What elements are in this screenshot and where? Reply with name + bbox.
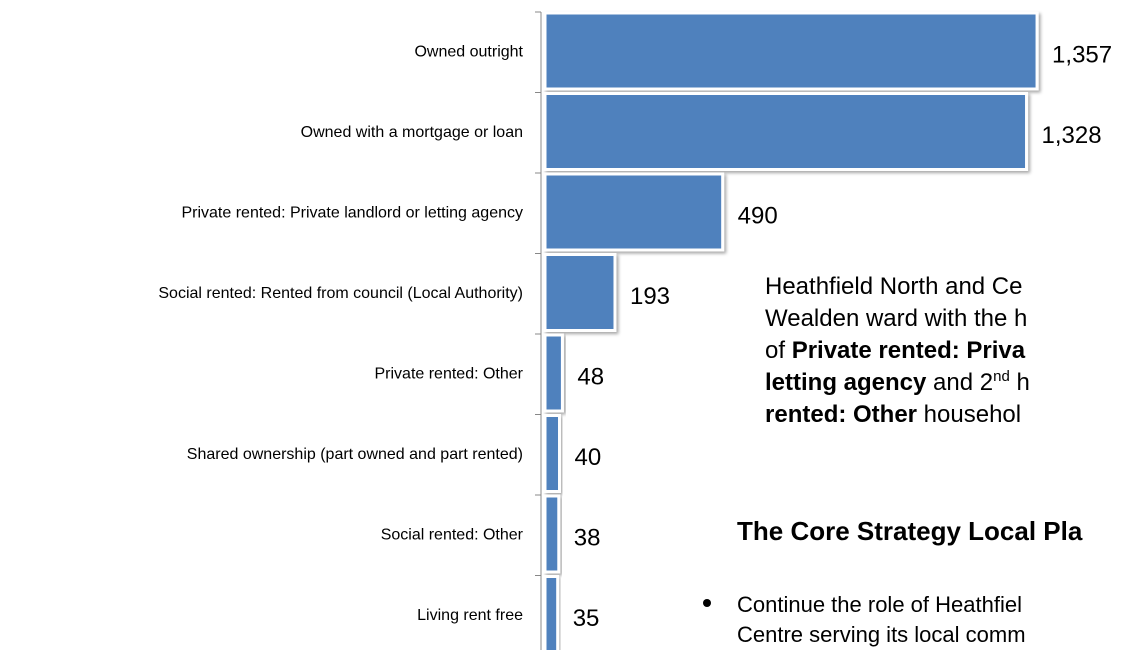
text-run: of [765,337,792,364]
heading: The Core Strategy Local Pla [737,516,1083,546]
text-run: Wealden ward with the h [765,305,1027,332]
value-label: 1,357 [1052,41,1112,68]
value-label: 193 [630,283,670,310]
bullet [703,599,711,607]
bar [543,172,725,252]
bar [543,494,561,574]
text-run: nd [993,368,1010,385]
category-label: Private rented: Private landlord or lett… [181,204,523,221]
text-run: Private rented: Priva [792,337,1026,364]
value-label: 48 [577,363,604,390]
bar [543,333,564,413]
paragraph-line: of Private rented: Priva [765,337,1026,364]
paragraph-line: Wealden ward with the h [765,305,1027,332]
category-label: Owned with a mortgage or loan [301,124,523,141]
bar [543,92,1029,171]
bullet-line: Continue the role of Heathfiel [737,592,1022,617]
category-label: Living rent free [417,607,523,624]
bar [543,253,617,332]
bar [543,414,562,493]
bullet-line: Centre serving its local comm [737,622,1026,647]
category-label: Private rented: Other [374,365,523,382]
bar [543,11,1039,91]
paragraph-line: letting agency and 2nd h [765,368,1030,396]
value-label: 40 [575,444,602,471]
category-label: Owned outright [414,43,523,60]
paragraph-line: rented: Other househol [765,401,1021,428]
text-run: and 2 [926,369,993,396]
text-run: rented: Other [765,401,917,428]
category-label: Shared ownership (part owned and part re… [187,446,523,463]
bar [543,575,560,650]
paragraph-line: Heathfield North and Ce [765,273,1022,300]
category-label: Social rented: Other [381,526,524,543]
value-label: 35 [573,605,600,632]
text-run: househol [917,401,1021,428]
value-label: 38 [574,524,601,551]
value-label: 1,328 [1042,122,1102,149]
category-label: Social rented: Rented from council (Loca… [158,285,523,302]
text-run: h [1010,369,1030,396]
text-run: letting agency [765,369,927,396]
value-label: 490 [738,202,778,229]
text-run: Heathfield North and Ce [765,273,1022,300]
